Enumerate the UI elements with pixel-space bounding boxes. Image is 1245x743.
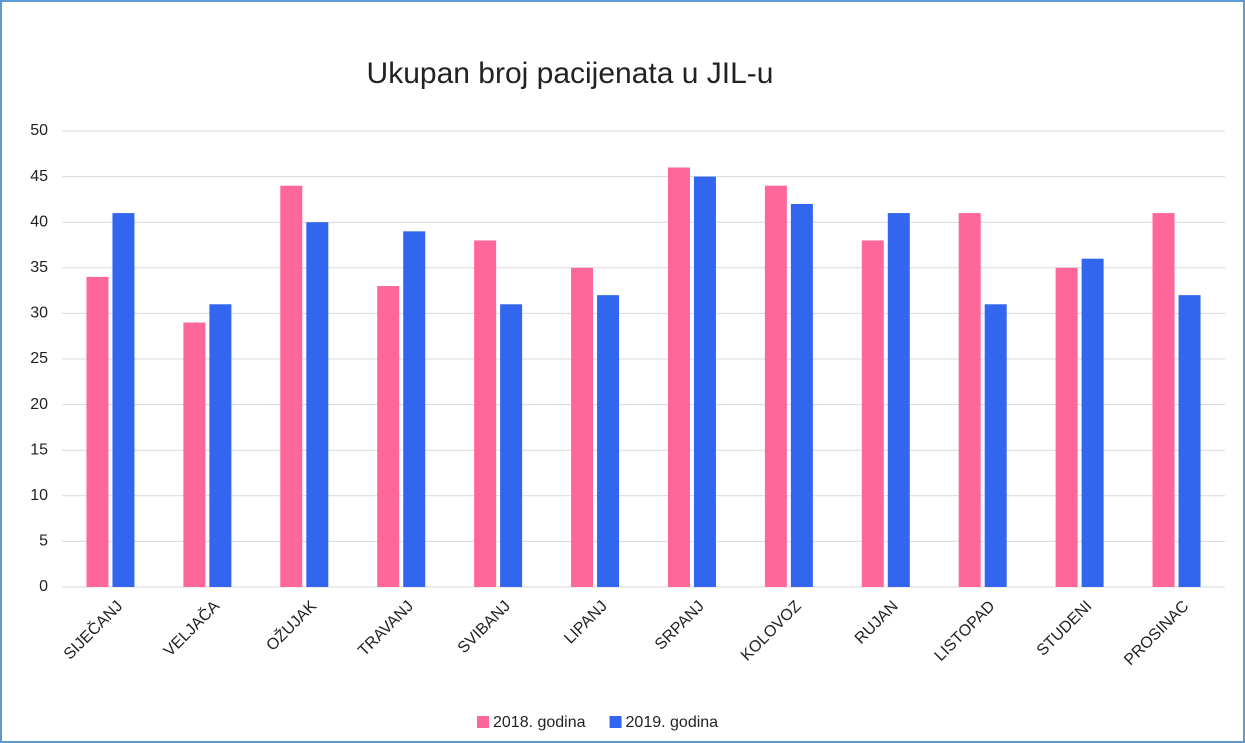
bar bbox=[1178, 295, 1201, 587]
y-tick-label: 25 bbox=[30, 350, 48, 367]
y-tick-label: 20 bbox=[30, 396, 48, 413]
bar bbox=[887, 213, 910, 587]
bar bbox=[790, 203, 813, 587]
bar bbox=[500, 304, 523, 587]
y-tick-label: 10 bbox=[30, 487, 48, 504]
bar bbox=[183, 322, 206, 587]
legend-label: 2019. godina bbox=[626, 714, 719, 731]
bar bbox=[209, 304, 232, 587]
legend-swatch bbox=[477, 716, 489, 728]
y-tick-label: 0 bbox=[39, 578, 48, 595]
legend-label: 2018. godina bbox=[493, 714, 586, 731]
bar bbox=[112, 213, 135, 587]
bar bbox=[280, 185, 303, 587]
y-tick-label: 15 bbox=[30, 441, 48, 458]
y-tick-label: 45 bbox=[30, 168, 48, 185]
bar bbox=[474, 240, 497, 587]
bar bbox=[1081, 258, 1104, 587]
bar bbox=[861, 240, 884, 587]
bar bbox=[984, 304, 1007, 587]
chart-title: Ukupan broj pacijenata u JIL-u bbox=[367, 57, 774, 90]
bar bbox=[571, 267, 594, 587]
y-tick-label: 35 bbox=[30, 259, 48, 276]
y-tick-label: 40 bbox=[30, 213, 48, 230]
y-tick-label: 50 bbox=[30, 122, 48, 139]
bar bbox=[693, 176, 716, 587]
bar bbox=[377, 286, 400, 587]
y-tick-label: 30 bbox=[30, 305, 48, 322]
bar bbox=[1152, 213, 1175, 587]
bar bbox=[403, 231, 426, 587]
bar bbox=[86, 276, 109, 587]
bar bbox=[1055, 267, 1078, 587]
y-tick-label: 5 bbox=[39, 533, 48, 550]
bar bbox=[306, 222, 329, 587]
legend-swatch bbox=[609, 716, 622, 728]
bar bbox=[764, 185, 787, 587]
bar bbox=[958, 213, 981, 587]
bar bbox=[667, 167, 690, 588]
bar bbox=[597, 295, 620, 587]
